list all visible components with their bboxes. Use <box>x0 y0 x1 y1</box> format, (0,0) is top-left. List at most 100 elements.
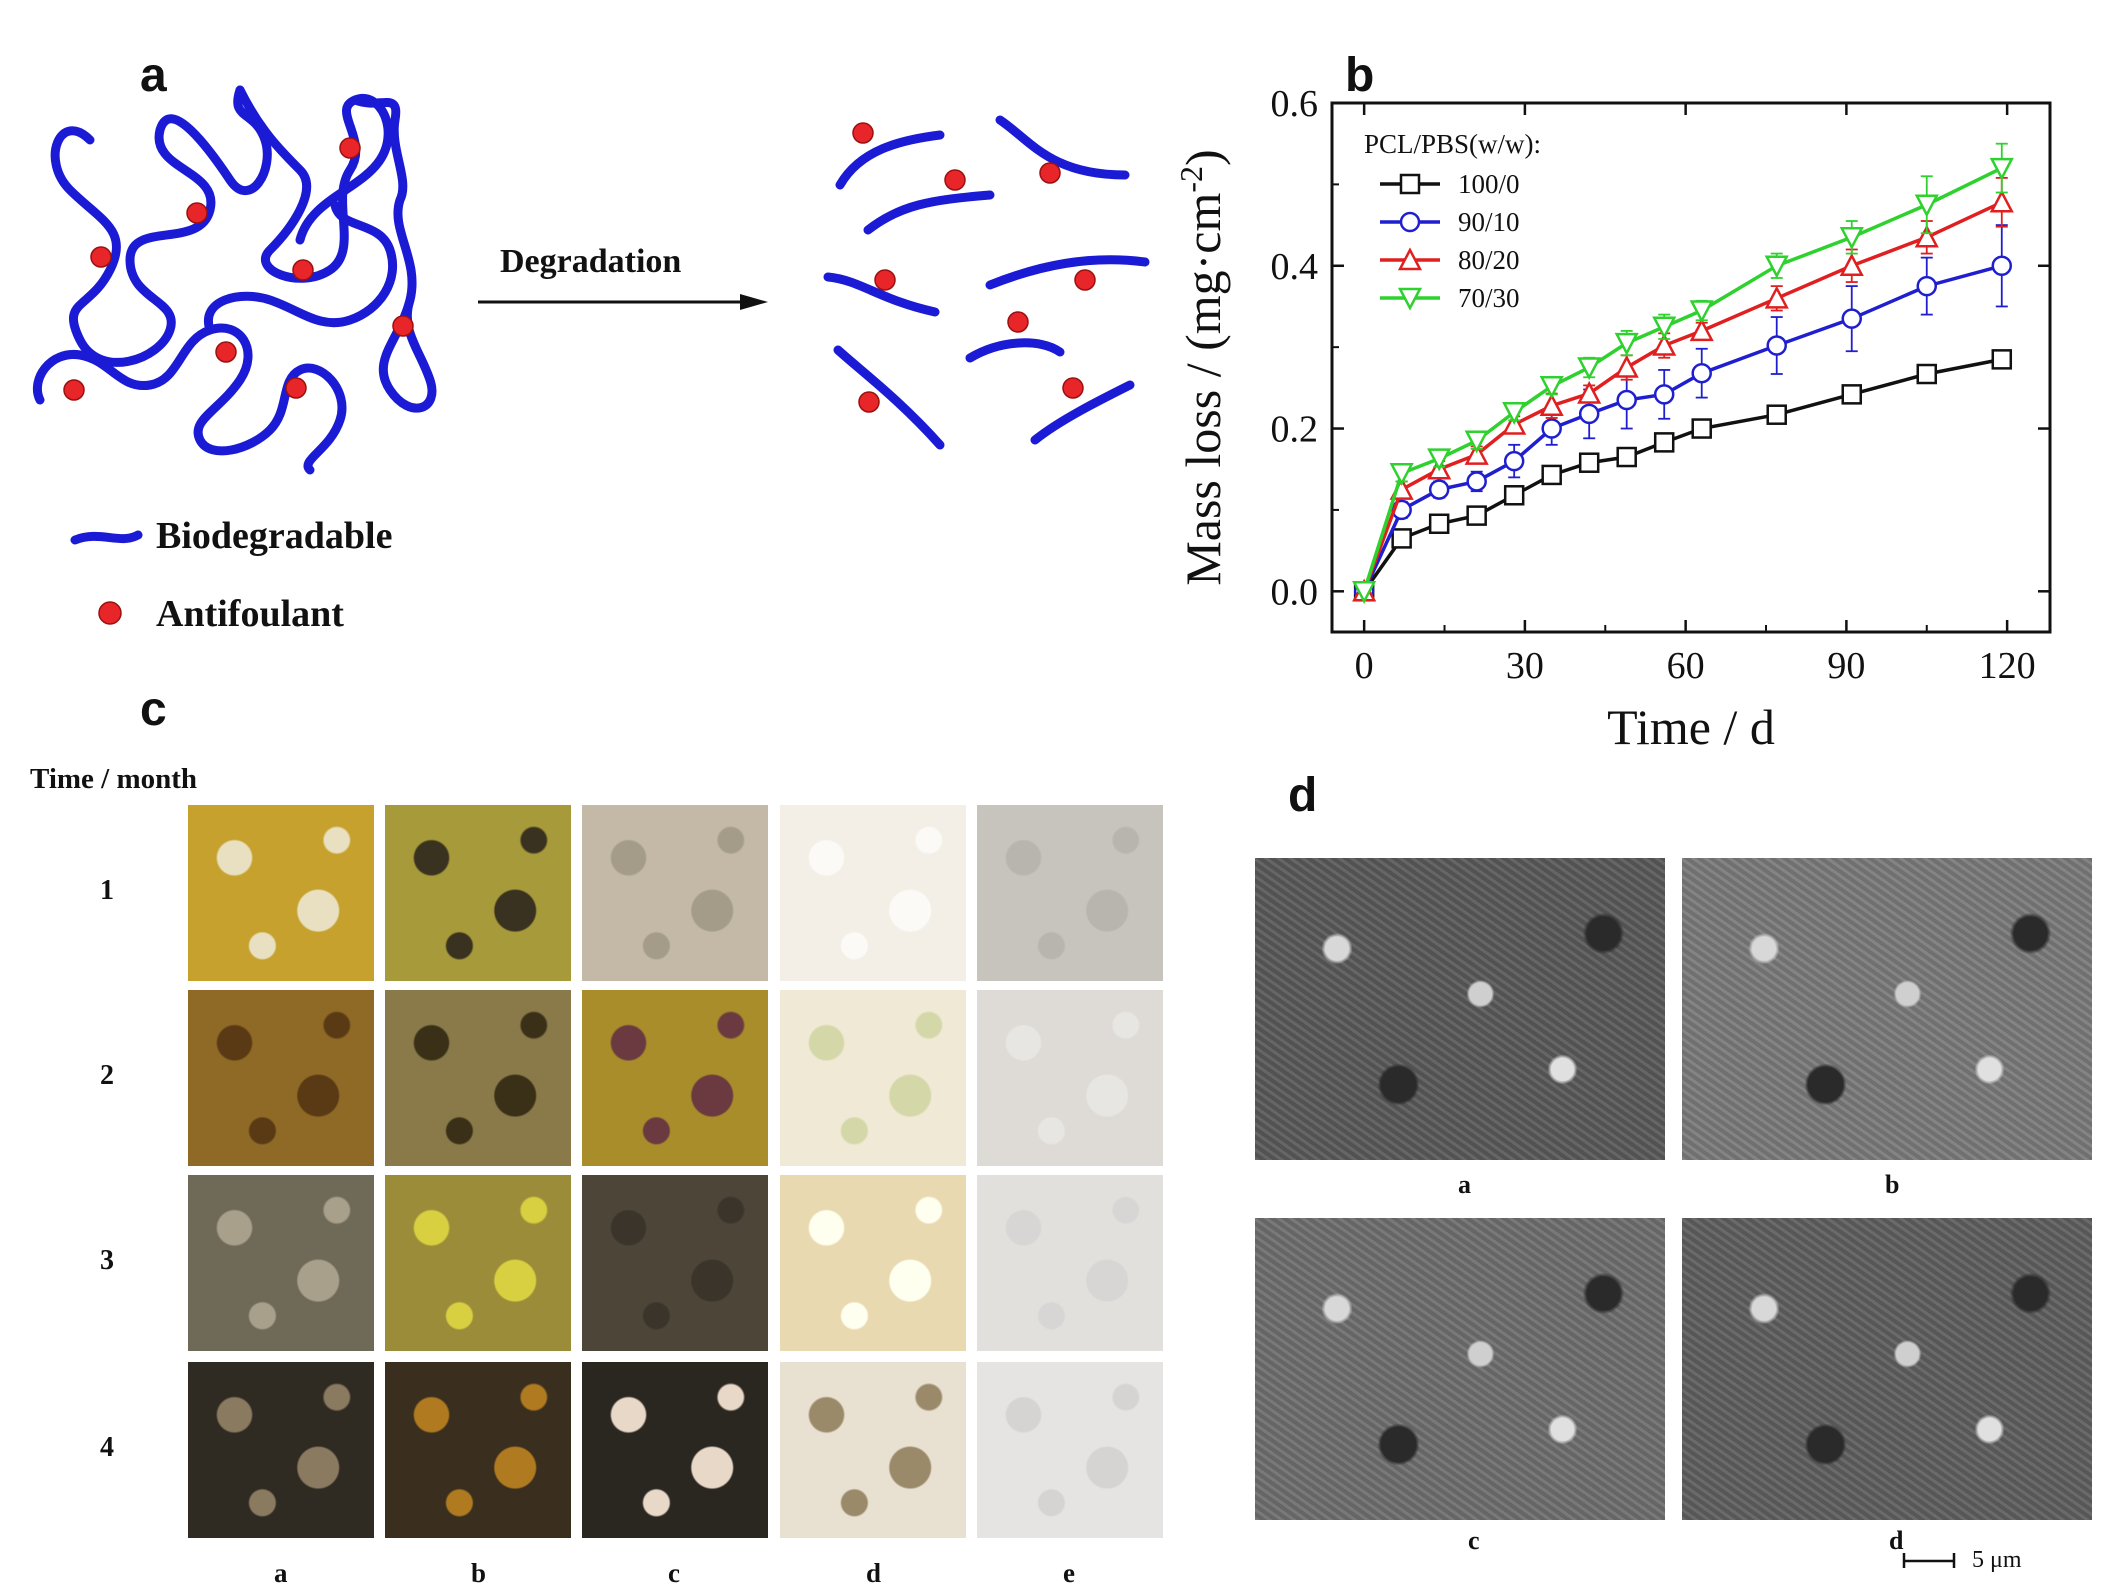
sem-micrograph <box>1682 858 2092 1160</box>
fouling-photo <box>582 990 768 1166</box>
data-point <box>1652 316 1677 340</box>
data-point <box>1389 463 1414 486</box>
sample-column-label: e <box>1063 1558 1075 1588</box>
fouling-photo <box>582 1362 768 1538</box>
x-tick-label: 90 <box>1827 645 1865 687</box>
x-tick-label: 60 <box>1667 645 1705 687</box>
sample-column-label: a <box>274 1558 288 1588</box>
fouling-photo <box>188 1175 374 1351</box>
data-point <box>1427 448 1452 472</box>
data-point <box>1539 375 1564 399</box>
data-point <box>1764 255 1789 279</box>
fouling-photo <box>780 990 966 1166</box>
y-tick-label: 0.6 <box>1271 83 1319 125</box>
scale-bar-label: 5 μm <box>1972 1547 2022 1573</box>
data-point <box>1539 393 1564 417</box>
time-month-header: Time / month <box>30 763 198 795</box>
data-point <box>1614 332 1639 356</box>
data-point <box>1841 384 1862 405</box>
data-point <box>1464 441 1489 465</box>
data-point <box>1991 255 2013 277</box>
data-point <box>1616 389 1637 411</box>
fouling-photo <box>385 990 571 1166</box>
data-point <box>1541 464 1562 486</box>
fouling-photo <box>385 1175 571 1351</box>
data-point <box>1352 581 1377 604</box>
sem-micrograph <box>1255 1218 1665 1520</box>
fouling-photo <box>582 1175 768 1351</box>
data-point <box>1577 380 1602 404</box>
month-row-label: 2 <box>100 1060 114 1091</box>
data-point <box>1839 253 1864 277</box>
y-axis-label: Mass loss / (mg·cm-2) <box>1180 149 1231 585</box>
sample-column-label: c <box>668 1558 680 1588</box>
data-point <box>1578 403 1600 425</box>
data-point <box>1399 211 1421 233</box>
data-point <box>1653 432 1675 453</box>
panel-d-letter: d <box>1288 769 1318 822</box>
data-point <box>1503 485 1525 506</box>
series-line <box>1362 200 2003 592</box>
data-point <box>1541 418 1562 439</box>
data-point <box>1578 452 1600 473</box>
sem-micrograph <box>1255 858 1665 1160</box>
legend-entry: 70/30 <box>1458 283 1520 313</box>
data-point <box>1841 308 1862 329</box>
series-90-10 <box>1353 224 2013 602</box>
antifoulant-dots <box>63 137 414 401</box>
x-tick-label: 0 <box>1355 645 1374 687</box>
data-point <box>1916 275 1938 297</box>
data-point <box>1577 357 1602 381</box>
data-point <box>1391 528 1412 549</box>
month-row-label: 4 <box>100 1432 114 1463</box>
data-point <box>1614 354 1639 378</box>
data-point <box>1428 479 1450 500</box>
y-tick-label: 0.2 <box>1271 409 1319 451</box>
sem-label: b <box>1885 1170 1900 1199</box>
data-point <box>1914 194 1939 218</box>
data-point <box>1616 446 1637 468</box>
panel-b-letter: b <box>1345 49 1375 102</box>
fouling-photo <box>780 805 966 981</box>
x-tick-label: 120 <box>1979 645 2036 687</box>
panel-c-letter: c <box>140 683 167 736</box>
sample-column-label: d <box>866 1558 882 1588</box>
y-tick-label: 0.4 <box>1271 246 1319 288</box>
fouling-photo-grid: 1 2 3 4 a b c d e <box>100 805 1163 1588</box>
scale-bar <box>1902 1553 1956 1568</box>
data-point <box>1689 300 1714 324</box>
fouling-photo <box>188 1362 374 1538</box>
degradation-label: Degradation <box>500 243 682 280</box>
data-point <box>1691 362 1712 384</box>
data-point <box>1766 404 1787 425</box>
data-point <box>1502 402 1527 425</box>
data-point <box>1466 471 1487 492</box>
legend-antifoulant-label: Antifoulant <box>156 593 344 635</box>
sem-micrograph <box>1682 1218 2092 1520</box>
legend-entry: 80/20 <box>1458 245 1520 275</box>
fouling-photo <box>977 1362 1163 1538</box>
mass-loss-chart: 0 30 60 90 120 0.0 0.2 0.4 0.6 Time / d Mass loss … <box>1180 83 2052 755</box>
data-point <box>1653 384 1675 405</box>
y-tick-label: 0.0 <box>1271 571 1319 613</box>
fouling-photo <box>780 1175 966 1351</box>
data-point <box>1399 173 1421 195</box>
data-point <box>1691 418 1712 439</box>
fouling-photo <box>385 805 571 981</box>
fouling-photo <box>188 990 374 1166</box>
fouling-photo <box>188 805 374 981</box>
fouling-photo <box>977 990 1163 1166</box>
fouling-photo <box>977 805 1163 981</box>
data-point <box>1464 430 1489 454</box>
data-point <box>1991 349 2013 370</box>
series-70-30 <box>1352 142 2014 604</box>
panel-a-schematic <box>32 85 1150 625</box>
legend-title: PCL/PBS(w/w): <box>1364 129 1541 159</box>
data-point <box>1916 363 1938 385</box>
red-dot-icon <box>98 601 122 625</box>
sem-label: a <box>1458 1170 1471 1199</box>
fouling-photo <box>582 805 768 981</box>
fouling-photo <box>780 1362 966 1538</box>
data-point <box>1764 285 1789 309</box>
data-point <box>1989 157 2014 181</box>
